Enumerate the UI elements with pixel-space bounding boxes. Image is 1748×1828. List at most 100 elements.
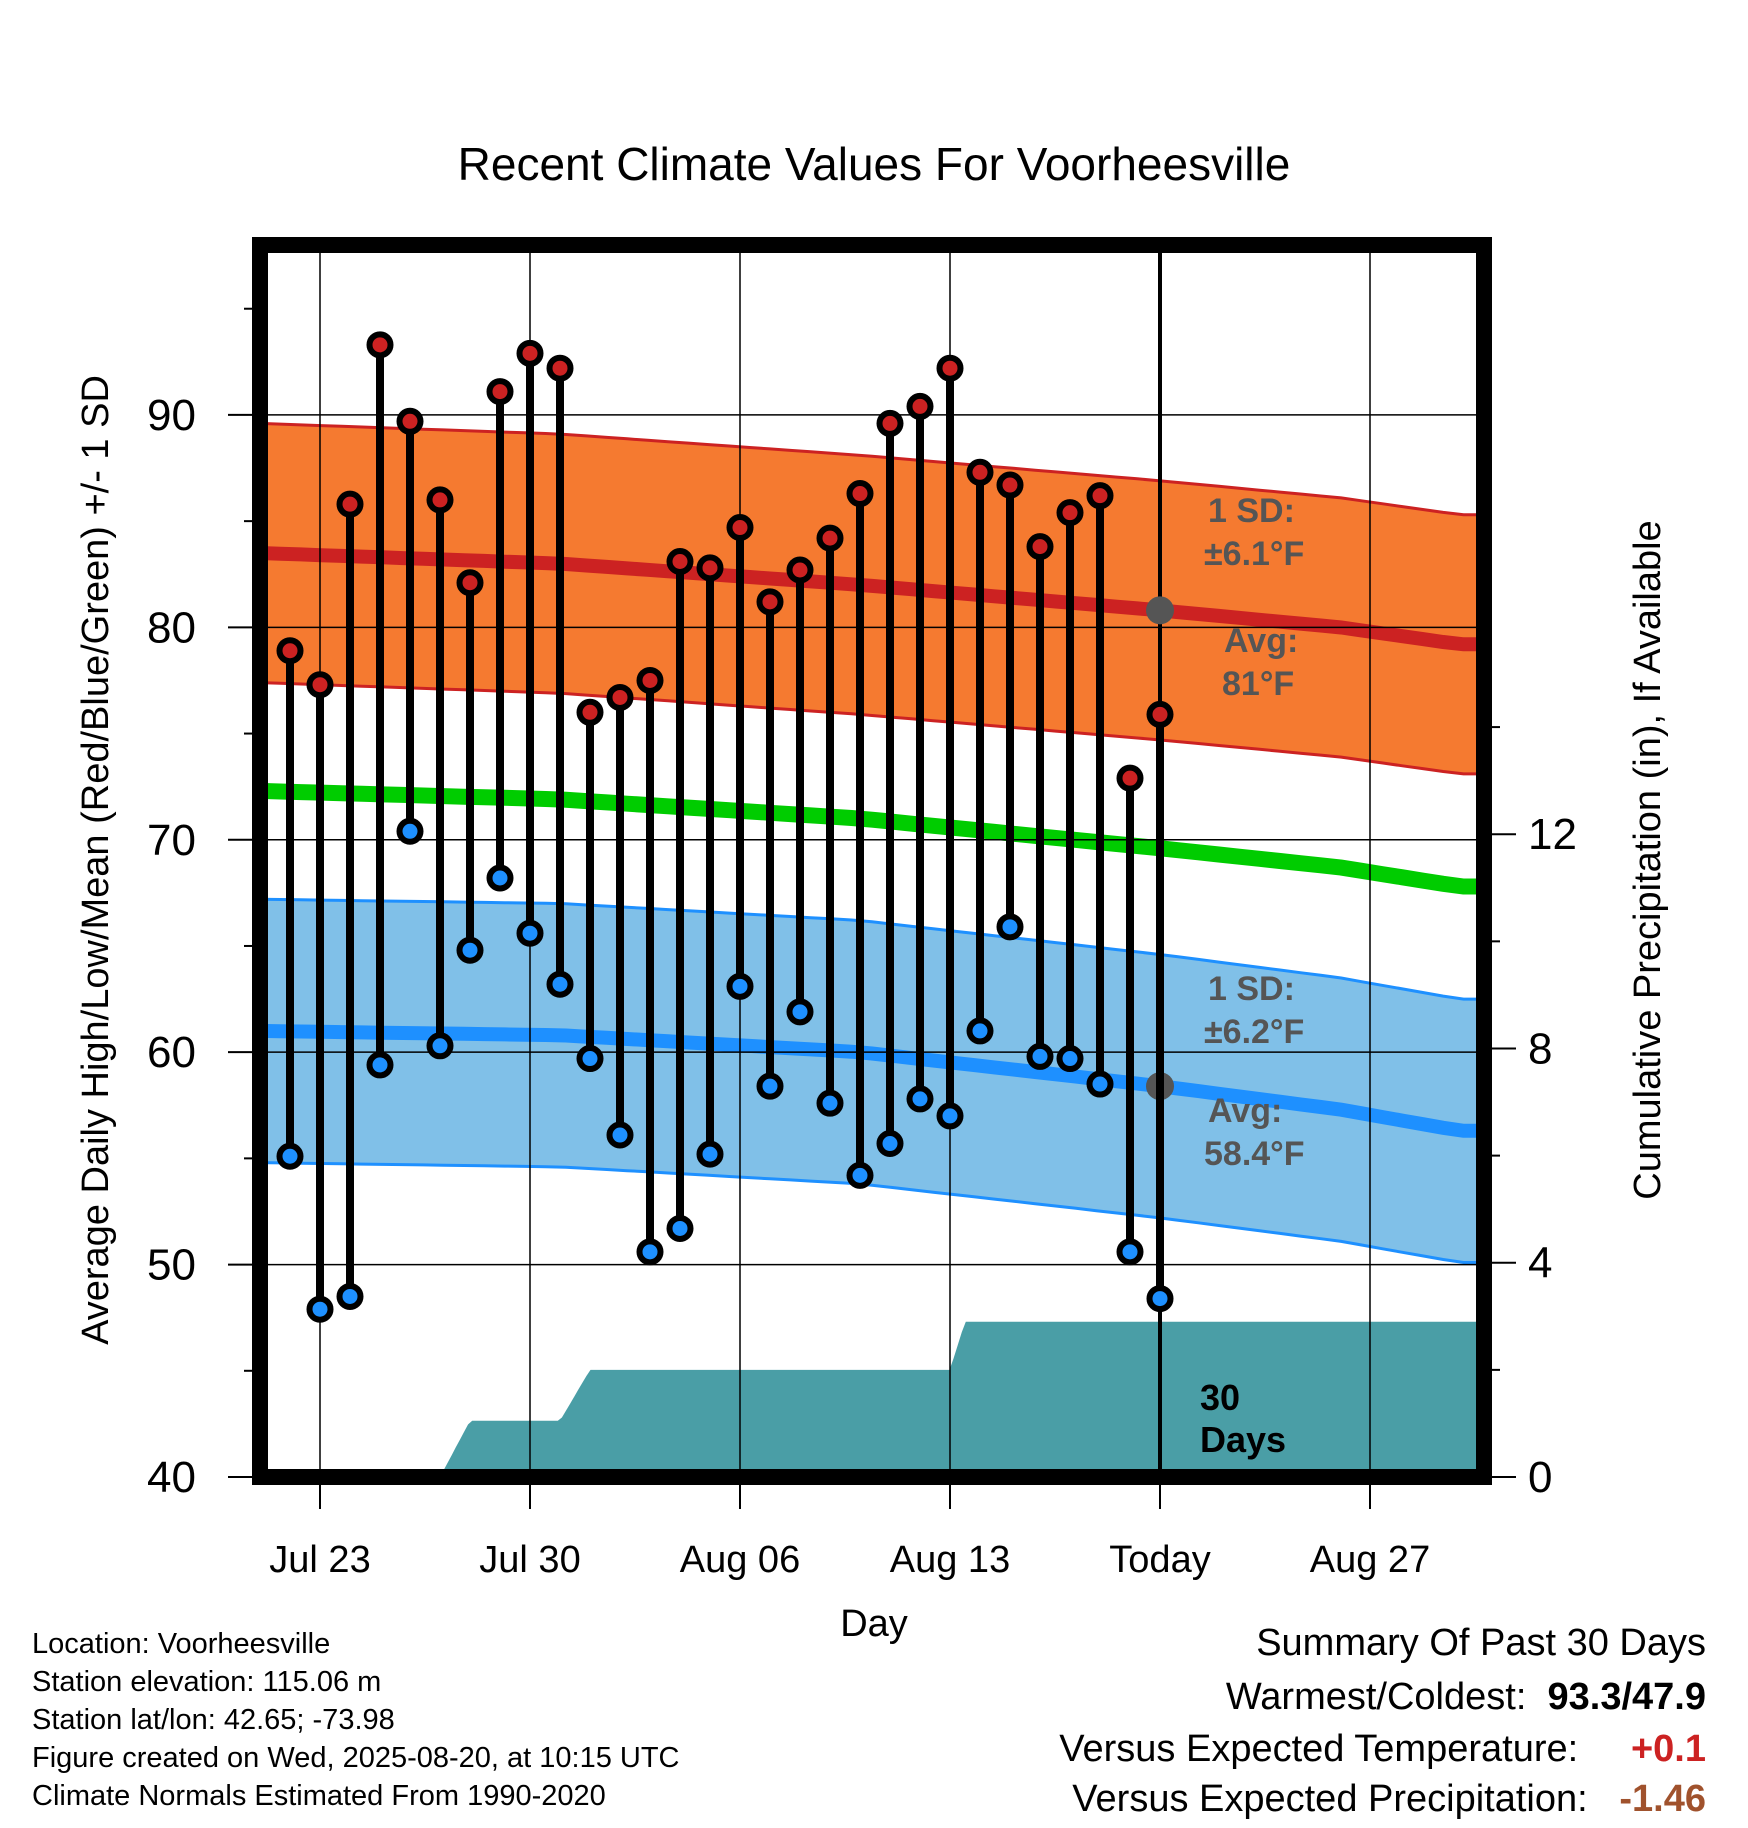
daily-low-point: [726, 972, 754, 1000]
daily-low-point: [516, 919, 544, 947]
precip-label: Versus Expected Precipitation:: [1072, 1778, 1588, 1820]
high-sd-value: ±6.1°F: [1204, 535, 1304, 573]
high-sd-band: [260, 421, 1484, 776]
summary-precip: Versus Expected Precipitation: -1.46: [1072, 1778, 1706, 1821]
y-tick-label: 40: [147, 1453, 196, 1502]
high-avg-label: Avg:: [1224, 622, 1298, 660]
normals-text: Climate Normals Estimated From 1990-2020: [32, 1780, 606, 1812]
daily-high-point: [1086, 482, 1114, 510]
daily-high-point: [546, 354, 574, 382]
high-avg-value: 81°F: [1222, 665, 1294, 703]
low-sd-value: ±6.2°F: [1204, 1013, 1304, 1051]
daily-high-point: [366, 331, 394, 359]
daily-low-point: [1086, 1070, 1114, 1098]
daily-high-point: [756, 588, 784, 616]
normal-low-line: [260, 1023, 1484, 1138]
daily-low-point: [1056, 1045, 1084, 1073]
warm-cold-value: 93.3/47.9: [1547, 1676, 1706, 1718]
low-sd-label: 1 SD:: [1208, 970, 1295, 1008]
daily-high-point: [876, 409, 904, 437]
plot-area: [260, 245, 1484, 1477]
daily-low-point: [396, 817, 424, 845]
y2-tick-label: 0: [1528, 1453, 1552, 1502]
daily-high-point: [306, 671, 334, 699]
station-info: Location: Voorheesville Station elevatio…: [32, 1625, 680, 1815]
summary-temp: Versus Expected Temperature: +0.1: [1059, 1728, 1706, 1771]
daily-low-point: [306, 1295, 334, 1323]
daily-high-point: [996, 471, 1024, 499]
daily-low-point: [846, 1161, 874, 1189]
y-tick-label: 90: [147, 391, 196, 440]
daily-low-point: [756, 1072, 784, 1100]
daily-high-point: [426, 486, 454, 514]
daily-low-point: [486, 864, 514, 892]
x-tick-label: Aug 13: [890, 1539, 1010, 1581]
daily-high-point: [456, 569, 484, 597]
low-avg-value: 58.4°F: [1204, 1135, 1305, 1173]
precip-value: -1.46: [1619, 1778, 1706, 1820]
daily-low-point: [636, 1238, 664, 1266]
x-tick-label: Aug 06: [680, 1539, 800, 1581]
daily-low-point: [366, 1051, 394, 1079]
daily-high-point: [606, 683, 634, 711]
daily-high-point: [336, 490, 364, 518]
daily-high-point: [906, 392, 934, 420]
daily-low-point: [666, 1214, 694, 1242]
daily-low-point: [816, 1089, 844, 1117]
x-axis-title: Day: [840, 1603, 908, 1645]
daily-low-point: [1146, 1285, 1174, 1313]
y-axis-title: Average Daily High/Low/Mean (Red/Blue/Gr…: [75, 375, 117, 1345]
daily-high-point: [696, 554, 724, 582]
x-tick-label: Jul 23: [269, 1539, 370, 1581]
daily-low-point: [456, 936, 484, 964]
daily-low-point: [426, 1032, 454, 1060]
daily-high-point: [1026, 533, 1054, 561]
y-tick-label: 60: [147, 1028, 196, 1077]
daily-low-point: [336, 1282, 364, 1310]
daily-high-point: [786, 556, 814, 584]
daily-low-point: [966, 1017, 994, 1045]
daily-low-point: [1026, 1042, 1054, 1070]
elevation-text: Station elevation: 115.06 m: [32, 1666, 382, 1698]
daily-low-point: [606, 1121, 634, 1149]
daily-high-point: [636, 666, 664, 694]
daily-low-point: [906, 1085, 934, 1113]
x-tick-label: Jul 30: [479, 1539, 580, 1581]
daily-high-point: [1146, 700, 1174, 728]
window-label-count: 30: [1200, 1377, 1240, 1418]
daily-high-point: [726, 514, 754, 542]
y-tick-label: 50: [147, 1241, 196, 1290]
daily-low-point: [696, 1140, 724, 1168]
daily-high-point: [516, 339, 544, 367]
x-tick-label: Aug 27: [1310, 1539, 1430, 1581]
high-sd-label: 1 SD:: [1208, 492, 1295, 530]
y2-tick-label: 4: [1528, 1239, 1552, 1288]
daily-high-point: [1116, 764, 1144, 792]
daily-high-point: [1056, 499, 1084, 527]
temp-label: Versus Expected Temperature:: [1059, 1728, 1579, 1770]
low-avg-label: Avg:: [1208, 1092, 1282, 1130]
created-text: Figure created on Wed, 2025-08-20, at 10…: [32, 1742, 680, 1774]
chart-title: Recent Climate Values For Voorheesville: [458, 138, 1291, 190]
avg-high-marker: [1146, 596, 1174, 625]
summary-warm-cold: Warmest/Coldest: 93.3/47.9: [1226, 1676, 1706, 1719]
window-label-days: Days: [1200, 1419, 1286, 1460]
warm-cold-label: Warmest/Coldest:: [1225, 1676, 1527, 1718]
daily-high-point: [396, 407, 424, 435]
daily-high-point: [846, 480, 874, 508]
daily-low-point: [276, 1142, 304, 1170]
y2-tick-label: 12: [1528, 810, 1577, 859]
daily-high-point: [966, 458, 994, 486]
daily-low-point: [576, 1045, 604, 1073]
daily-low-point: [1116, 1238, 1144, 1266]
daily-high-point: [576, 698, 604, 726]
plot-frame: [252, 237, 1492, 1485]
normal-high-line: [260, 546, 1484, 652]
precip-area: [260, 1321, 1484, 1477]
y-tick-label: 70: [147, 816, 196, 865]
daily-low-point: [936, 1102, 964, 1130]
y2-tick-label: 8: [1528, 1024, 1552, 1073]
location-text: Location: Voorheesville: [32, 1628, 331, 1660]
y-tick-label: 80: [147, 603, 196, 652]
